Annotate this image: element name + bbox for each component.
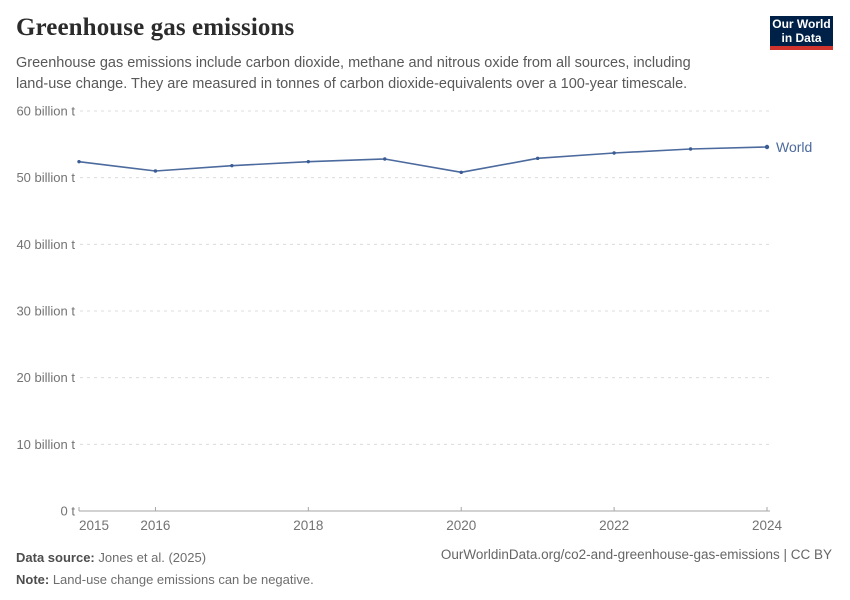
data-point-2024 [764, 144, 770, 150]
note-value: Land-use change emissions can be negativ… [49, 572, 314, 587]
data-point-2020 [459, 170, 463, 175]
y-axis-tick-label: 30 billion t [16, 304, 75, 319]
data-point-2018 [306, 159, 311, 164]
line-chart: 0 t 10 billion t 20 billion t 30 billion t 4… [0, 100, 850, 545]
data-source-label: Data source: [16, 550, 95, 565]
owid-logo-line1: Our World [772, 17, 831, 31]
page-title: Greenhouse gas emissions [16, 14, 295, 41]
series-end-label-world: World [776, 139, 812, 155]
owid-logo-line2: in Data [781, 31, 822, 45]
data-point-2016 [153, 169, 158, 173]
chart-subtitle: Greenhouse gas emissions include carbon … [16, 55, 691, 92]
footer-notes: Data source: Jones et al. (2025) Note: L… [16, 547, 314, 591]
data-point-2021 [535, 156, 540, 161]
y-axis-tick-label: 10 billion t [16, 437, 75, 452]
data-point-2023 [688, 147, 693, 151]
data-source-line: Data source: Jones et al. (2025) [16, 547, 314, 569]
x-axis-tick-label: 2022 [599, 518, 629, 533]
owid-url-link[interactable]: OurWorldinData.org/co2-and-greenhouse-ga… [440, 547, 832, 562]
data-source-value: Jones et al. (2025) [94, 550, 207, 565]
data-point-2019 [383, 157, 387, 161]
y-axis-tick-label: 50 billion t [16, 170, 75, 185]
line-series-world [78, 146, 768, 174]
y-axis-tick-label: 40 billion t [16, 237, 75, 252]
x-axis-tick-label: 2020 [446, 518, 476, 533]
owid-logo[interactable]: Our World in Data [770, 16, 833, 50]
data-point-2022 [612, 151, 616, 155]
y-axis-tick-label: 0 t [61, 504, 76, 519]
emissions-line-chart-svg: 0 t 10 billion t 20 billion t 30 billion t 4… [16, 104, 812, 534]
x-axis-tick-label: 2024 [752, 518, 783, 533]
note-line: Note: Land-use change emissions can be n… [16, 569, 314, 591]
x-axis-tick-label: 2018 [293, 518, 323, 533]
x-axis-tick-label: 2016 [140, 518, 170, 533]
x-axis-tick-label: 2015 [79, 518, 109, 533]
data-point-2015 [77, 159, 81, 164]
y-axis-tick-label: 60 billion t [16, 104, 75, 119]
y-axis-tick-label: 20 billion t [16, 370, 75, 385]
note-label: Note: [16, 572, 50, 587]
data-point-2017 [230, 163, 234, 168]
